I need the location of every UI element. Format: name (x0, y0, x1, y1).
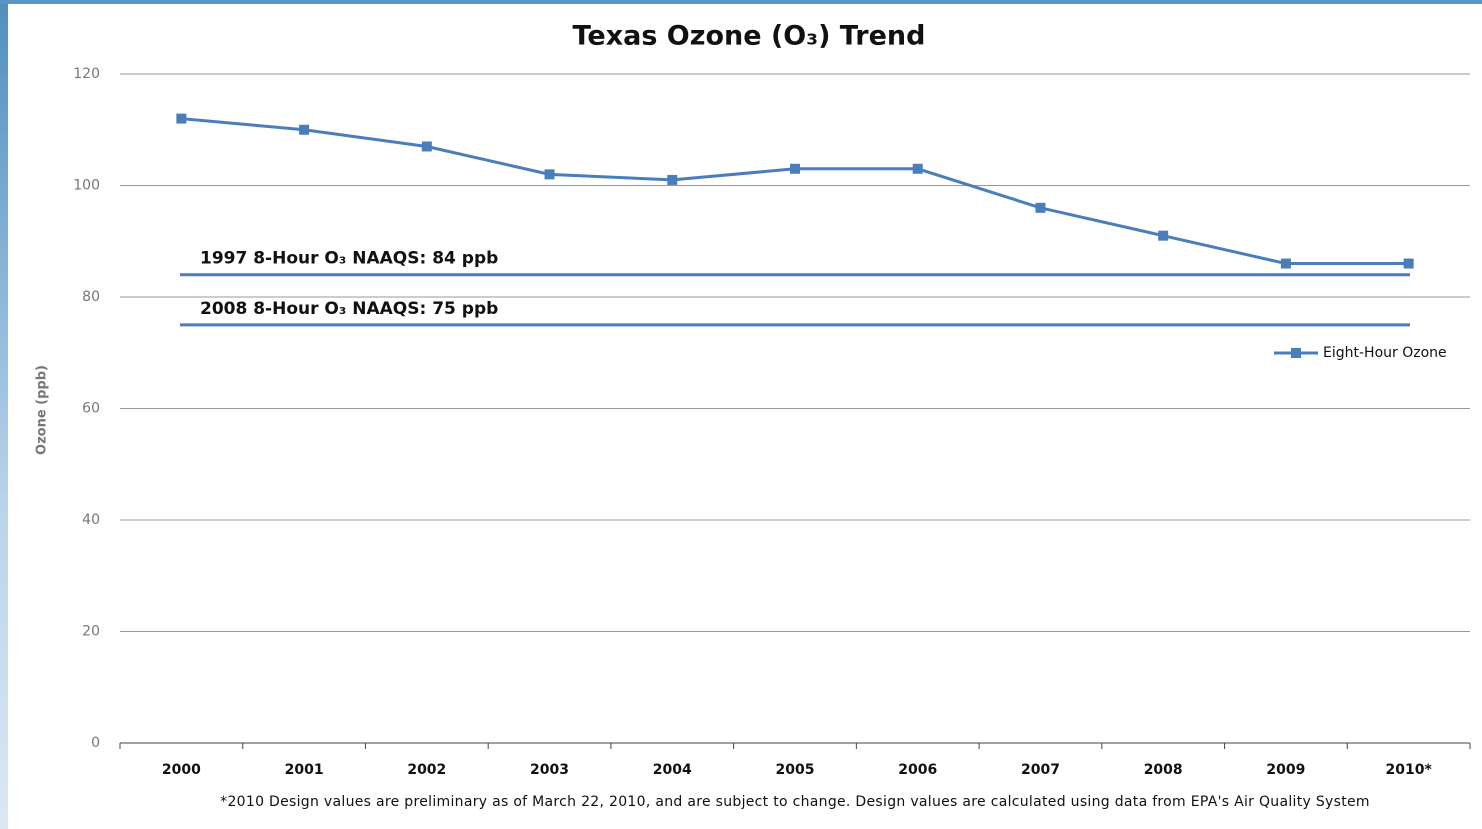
y-axis-title: Ozone (ppb) (35, 365, 50, 455)
y-tick-label: 20 (82, 624, 100, 640)
point-marker (1035, 202, 1046, 213)
left-border (0, 0, 8, 829)
legend-marker (1291, 348, 1301, 358)
x-tick-label: 2009 (1266, 762, 1305, 778)
point-marker (544, 169, 555, 180)
x-tick-label: 2010* (1385, 762, 1432, 778)
y-tick-label: 40 (82, 512, 100, 528)
reference-label: 1997 8-Hour O₃ NAAQS: 84 ppb (200, 249, 498, 269)
series-line (181, 117, 1409, 266)
y-tick-label: 60 (82, 401, 100, 417)
point-marker (667, 174, 678, 185)
point-marker (1280, 258, 1291, 269)
point-marker (790, 163, 800, 174)
x-tick-label: 2004 (653, 762, 692, 778)
legend-label: Eight-Hour Ozone (1323, 345, 1447, 361)
x-tick-label: 2001 (285, 762, 324, 778)
point-marker (1403, 258, 1414, 269)
x-tick-label: 2008 (1144, 762, 1183, 778)
x-tick-label: 2005 (776, 762, 815, 778)
point-marker (1158, 230, 1169, 241)
y-tick-label: 120 (73, 66, 100, 82)
top-border (0, 0, 1482, 4)
point-marker (176, 113, 187, 124)
x-tick-label: 2003 (530, 762, 569, 778)
reference-label: 2008 8-Hour O₃ NAAQS: 75 ppb (200, 299, 498, 319)
footnote: *2010 Design values are preliminary as o… (220, 794, 1370, 810)
point-marker (912, 163, 923, 174)
x-tick-label: 2002 (407, 762, 446, 778)
point-marker (421, 141, 432, 152)
x-tick-label: 2006 (898, 762, 937, 778)
point-marker (299, 124, 310, 135)
chart-title: Texas Ozone (O₃) Trend (573, 21, 926, 52)
x-tick-label: 2000 (162, 762, 201, 778)
x-tick-label: 2007 (1021, 762, 1060, 778)
y-tick-label: 0 (91, 735, 100, 751)
y-tick-label: 80 (82, 289, 100, 305)
y-tick-label: 100 (73, 178, 100, 194)
